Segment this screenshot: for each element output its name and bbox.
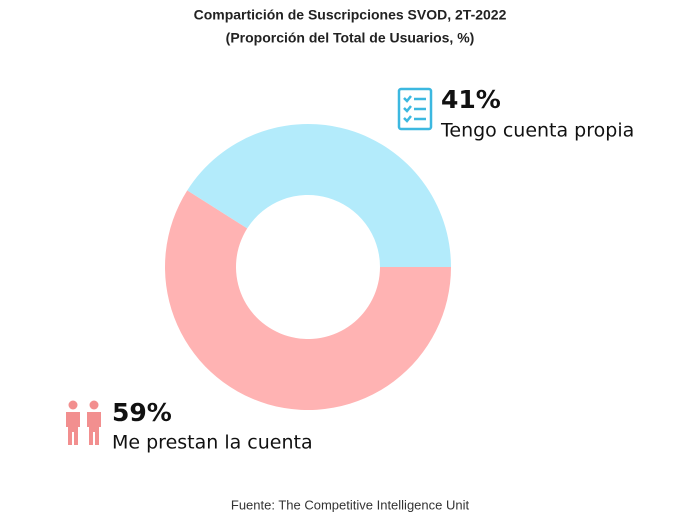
people-icon [66,400,101,445]
labels: 41% Tengo cuenta propia 59% Me prestan l… [112,85,634,454]
chart-title: Compartición de Suscripciones SVOD, 2T-2… [194,7,507,23]
source-note: Fuente: The Competitive Intelligence Uni… [231,497,470,512]
chart-subtitle: (Proporción del Total de Usuarios, %) [226,30,475,46]
donut-slice [187,124,451,268]
value-label: 41% [441,85,501,114]
category-label: Tengo cuenta propia [440,120,634,142]
donut-slice [164,190,451,411]
checklist-icon [397,87,433,131]
category-label: Me prestan la cuenta [112,432,313,454]
value-label: 59% [112,398,172,427]
